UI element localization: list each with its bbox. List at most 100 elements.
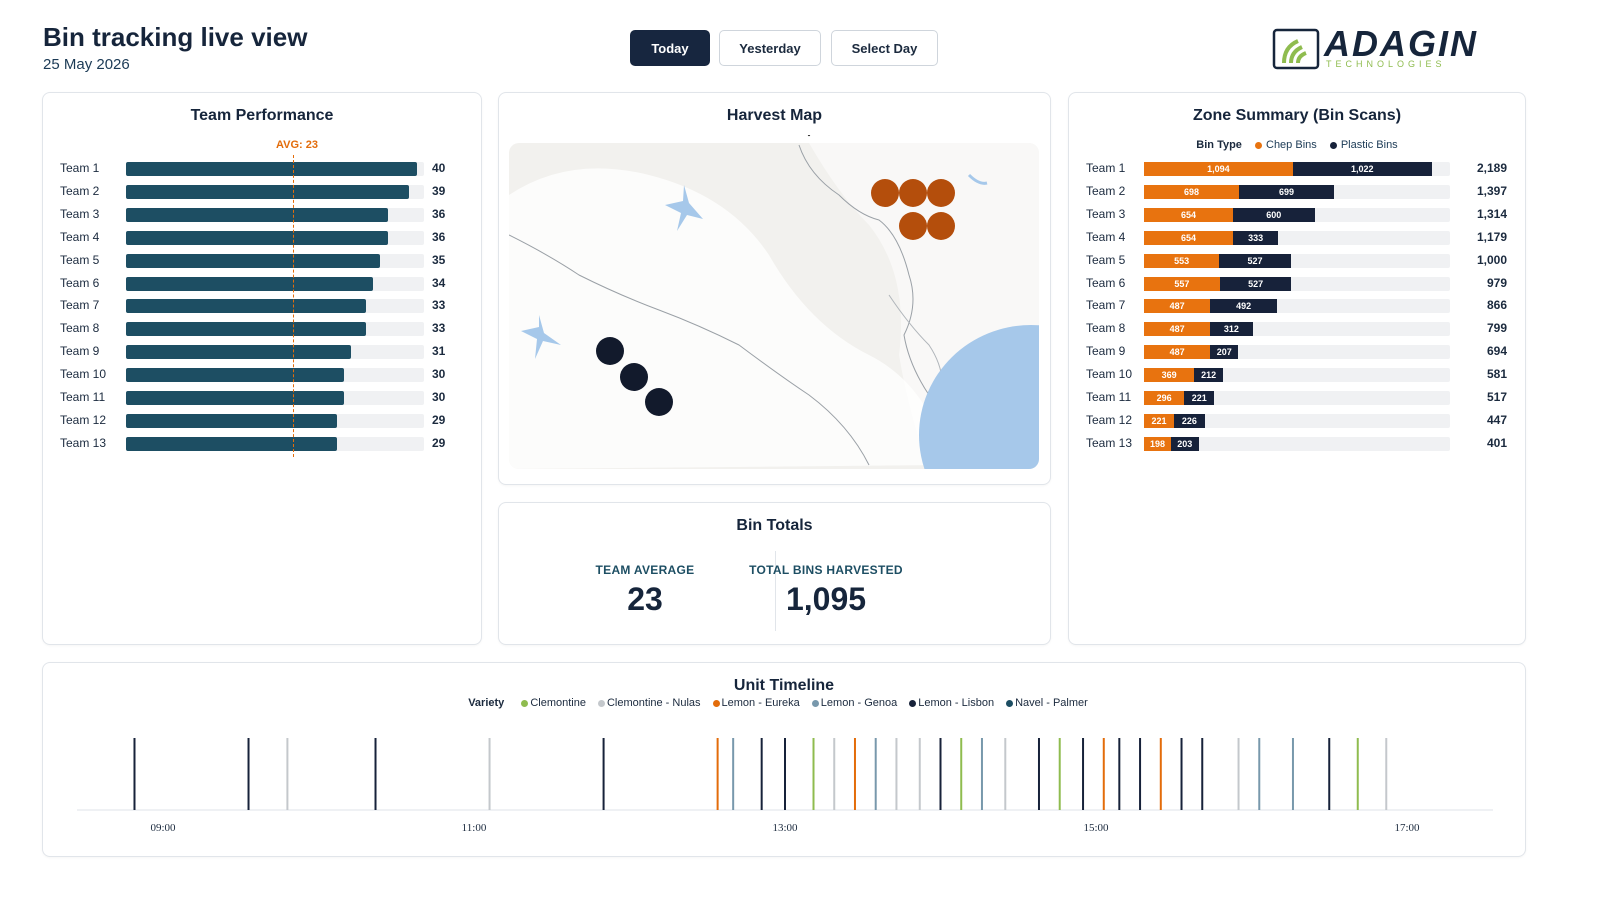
average-line (293, 155, 295, 457)
team-performance-value: 39 (432, 183, 446, 198)
chep-bins-bar[interactable]: 557 (1144, 276, 1220, 291)
harvest-map-card: Harvest Map (498, 92, 1051, 485)
chep-bins-bar[interactable]: 487 (1144, 299, 1211, 314)
team-performance-bar[interactable] (126, 230, 388, 245)
variety-legend-item: Navel - Palmer (1006, 697, 1088, 709)
team-performance-bar[interactable] (126, 368, 345, 383)
map-marker-chep[interactable] (927, 212, 955, 240)
plastic-bins-bar[interactable]: 527 (1219, 253, 1291, 268)
team-performance-bar[interactable] (126, 322, 366, 337)
map-marker-chep[interactable] (927, 179, 955, 207)
plastic-bins-bar[interactable]: 333 (1232, 230, 1279, 245)
chep-bins-bar[interactable]: 487 (1144, 322, 1211, 337)
yesterday-button[interactable]: Yesterday (719, 30, 821, 66)
team-performance-bar[interactable] (126, 207, 388, 222)
chep-bins-bar[interactable]: 698 (1144, 184, 1239, 199)
zone-team-label: Team 9 (1086, 344, 1126, 359)
stat-divider (775, 551, 776, 631)
plastic-bins-bar[interactable]: 226 (1174, 413, 1205, 428)
zone-total-value: 866 (1486, 298, 1507, 313)
harvest-map[interactable] (509, 135, 1041, 471)
today-button[interactable]: Today (630, 30, 710, 66)
team-performance-bar[interactable] (126, 413, 337, 428)
chep-bins-bar[interactable]: 487 (1144, 345, 1211, 360)
team-performance-value: 36 (432, 206, 446, 221)
zone-total-value: 517 (1486, 390, 1507, 404)
team-performance-bar[interactable] (126, 276, 374, 291)
team-performance-label: Team 8 (60, 321, 100, 336)
team-performance-bar[interactable] (126, 299, 366, 314)
map-marker-chep[interactable] (899, 212, 927, 240)
team-performance-label: Team 7 (60, 298, 100, 313)
timeline-tick-label: 13:00 (772, 822, 798, 834)
team-performance-label: Team 9 (60, 344, 100, 359)
plastic-bins-bar[interactable]: 1,022 (1292, 162, 1432, 176)
variety-legend-label: Clemontine (530, 697, 586, 709)
team-performance-value: 30 (432, 390, 446, 404)
map-lake-1 (967, 173, 988, 185)
map-marker-chep[interactable] (871, 179, 899, 207)
legend-chep-label: Chep Bins (1266, 139, 1317, 151)
zone-legend: Bin Type Chep Bins Plastic Bins (1069, 139, 1525, 151)
map-marker-plastic[interactable] (620, 363, 648, 391)
team-performance-label: Team 2 (60, 183, 100, 198)
team-performance-value: 33 (432, 321, 446, 336)
plastic-bins-bar[interactable]: 492 (1210, 299, 1278, 314)
variety-legend-label: Lemon - Eureka (721, 697, 800, 709)
legend-chep-dot (1255, 141, 1262, 149)
chep-bins-bar[interactable]: 221 (1144, 413, 1175, 428)
plastic-bins-bar[interactable]: 527 (1219, 276, 1292, 291)
map-marker-chep[interactable] (899, 179, 927, 207)
chep-bins-bar[interactable]: 654 (1144, 230, 1233, 245)
team-performance-title: Team Performance (190, 107, 334, 124)
variety-legend-dot (1006, 699, 1014, 707)
team-performance-bar[interactable] (126, 253, 381, 268)
variety-legend-dot (909, 699, 917, 707)
map-marker-plastic[interactable] (645, 388, 673, 416)
zone-legend-title: Bin Type (1196, 139, 1242, 151)
timeline-tick-label: 09:00 (150, 822, 176, 834)
zone-bar-track (1144, 391, 1450, 405)
zone-team-label: Team 11 (1086, 390, 1132, 404)
team-performance-bar[interactable] (126, 184, 410, 199)
bin-totals-title: Bin Totals (736, 517, 813, 534)
team-performance-bar[interactable] (126, 162, 417, 176)
map-marker-plastic[interactable] (596, 337, 624, 365)
map-sea (919, 325, 1039, 469)
select-day-button[interactable]: Select Day (831, 30, 938, 66)
chep-markers (871, 179, 955, 240)
zone-team-label: Team 4 (1086, 229, 1126, 244)
timeline-tick-label: 15:00 (1083, 822, 1109, 834)
logo-text: ADAGIN (1324, 23, 1478, 64)
avg-label: AVG: 23 (276, 139, 318, 151)
plastic-bins-bar[interactable]: 600 (1232, 207, 1315, 222)
team-performance-bar[interactable] (126, 345, 352, 360)
chep-bins-bar[interactable]: 654 (1144, 207, 1233, 222)
zone-team-label: Team 10 (1086, 367, 1133, 382)
team-performance-value: 33 (432, 298, 446, 313)
zone-team-label: Team 7 (1086, 298, 1126, 313)
adagin-logo: ADAGIN TECHNOLOGIES (1272, 23, 1532, 73)
plastic-bins-bar[interactable]: 212 (1194, 368, 1223, 383)
team-performance-value: 36 (432, 229, 446, 244)
team-performance-bar[interactable] (126, 436, 337, 451)
team-performance-value: 35 (432, 252, 446, 267)
variety-legend-item: Lemon - Lisbon (909, 697, 994, 709)
plastic-bins-bar[interactable]: 699 (1238, 184, 1334, 199)
plastic-bins-bar[interactable]: 203 (1170, 436, 1199, 451)
chep-bins-bar[interactable]: 198 (1144, 436, 1171, 451)
chep-bins-bar[interactable]: 1,094 (1144, 162, 1293, 176)
team-performance-label: Team 12 (60, 412, 107, 427)
chep-bins-bar[interactable]: 296 (1144, 391, 1185, 405)
plastic-bins-bar[interactable]: 221 (1184, 391, 1215, 405)
team-average-value: 23 (627, 581, 663, 617)
team-performance-bar[interactable] (126, 391, 345, 405)
zone-team-label: Team 12 (1086, 412, 1133, 427)
variety-legend-item: Lemon - Eureka (712, 697, 800, 709)
chep-bins-bar[interactable]: 553 (1144, 253, 1220, 268)
team-performance-value: 34 (432, 275, 446, 290)
plastic-bins-bar[interactable]: 312 (1210, 322, 1253, 337)
chep-bins-bar[interactable]: 369 (1144, 368, 1195, 383)
plastic-bins-bar[interactable]: 207 (1210, 345, 1239, 360)
harvest-map-title: Harvest Map (726, 107, 823, 124)
